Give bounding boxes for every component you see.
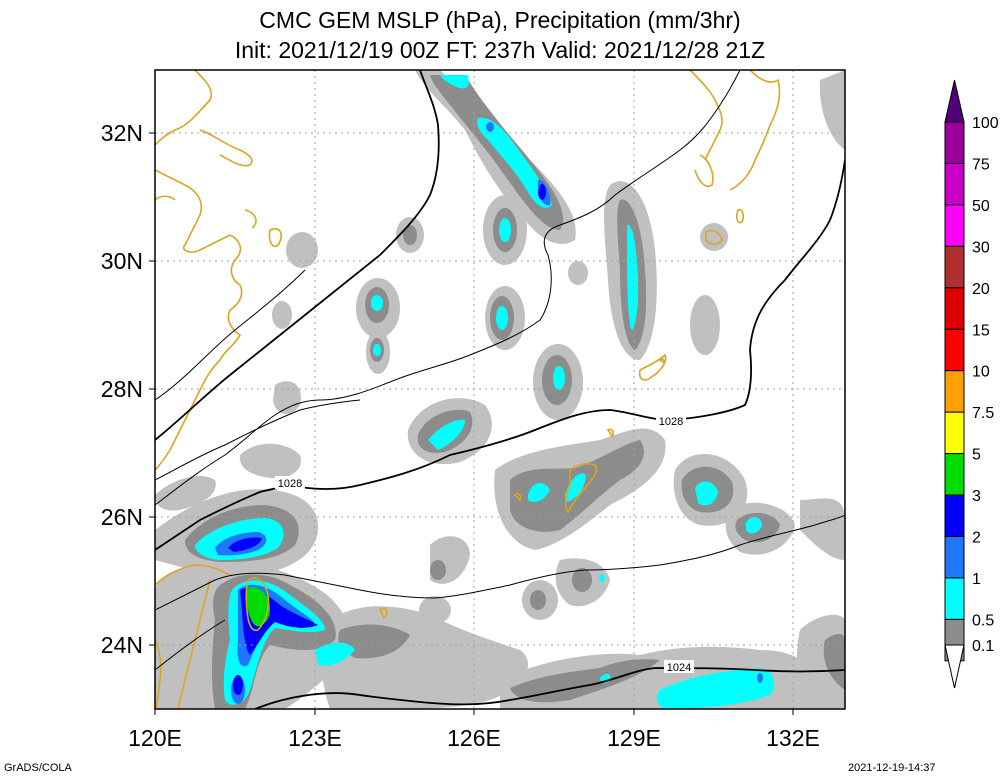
lon-label-126e: 126E	[447, 725, 501, 751]
colorbar-label-7.5: 7.5	[972, 405, 994, 422]
axis-ticks	[149, 132, 794, 715]
isobar-label-1028-west: 1028	[278, 478, 302, 490]
colorbar-label-100: 100	[972, 115, 999, 132]
colorbar-label-5: 5	[972, 447, 981, 464]
colorbar-swatch-30	[944, 245, 965, 289]
colorbar-swatch-15	[944, 328, 965, 372]
colorbar-label-75: 75	[972, 156, 990, 173]
colorbar-swatch-2	[944, 536, 965, 579]
lon-label-132e: 132E	[766, 725, 820, 751]
colorbar-label-3: 3	[972, 488, 981, 505]
colorbar-label-0.5: 0.5	[972, 612, 994, 629]
lon-label-120e: 120E	[128, 725, 182, 751]
isobars	[155, 70, 845, 709]
colorbar-swatch-3	[944, 494, 965, 537]
colorbar-bottom-arrow	[944, 644, 965, 689]
lon-label-123e: 123E	[288, 725, 342, 751]
colorbar-swatch-1	[944, 577, 965, 620]
colorbar-label-50: 50	[972, 198, 990, 215]
colorbar: 100 75 50 30 20 15 10 7.5 5 3 2 1 0.5 0.1	[944, 79, 999, 689]
map-area: 1028 1028 1024	[155, 70, 845, 709]
title-line-1: CMC GEM MSLP (hPa), Precipitation (mm/3h…	[259, 7, 741, 33]
isobar-label-1028-east: 1028	[659, 416, 683, 428]
lat-label-24n: 24N	[101, 632, 143, 658]
colorbar-top-arrow	[944, 79, 965, 123]
colorbar-label-0.1: 0.1	[972, 638, 994, 655]
colorbar-label-10: 10	[972, 364, 990, 381]
colorbar-label-20: 20	[972, 281, 990, 298]
colorbar-swatch-7.5	[944, 411, 965, 455]
colorbar-swatch-50	[944, 204, 965, 247]
colorbar-swatch-10	[944, 370, 965, 413]
lon-label-129e: 129E	[607, 725, 661, 751]
colorbar-label-2: 2	[972, 530, 981, 547]
colorbar-label-1: 1	[972, 571, 981, 588]
lat-label-28n: 28N	[101, 376, 143, 402]
title-line-2: Init: 2021/12/19 00Z FT: 237h Valid: 202…	[234, 37, 766, 63]
isobar-labels: 1028 1028 1024	[275, 414, 694, 674]
lat-label-26n: 26N	[101, 504, 143, 530]
colorbar-swatch-100	[944, 121, 965, 164]
lat-label-32n: 32N	[101, 120, 143, 146]
colorbar-label-30: 30	[972, 239, 990, 256]
colorbar-swatch-75	[944, 162, 965, 206]
colorbar-swatch-20	[944, 287, 965, 330]
isobar-label-1024: 1024	[667, 662, 691, 674]
graticule	[155, 70, 845, 709]
footer-timestamp: 2021-12-19-14:37	[848, 762, 936, 774]
coastline	[155, 70, 781, 709]
colorbar-swatch-5	[944, 453, 965, 496]
precip-green-5	[246, 587, 270, 627]
colorbar-label-15: 15	[972, 322, 990, 339]
footer-software-credit: GrADS/COLA	[4, 762, 72, 774]
lat-label-30n: 30N	[101, 248, 143, 274]
